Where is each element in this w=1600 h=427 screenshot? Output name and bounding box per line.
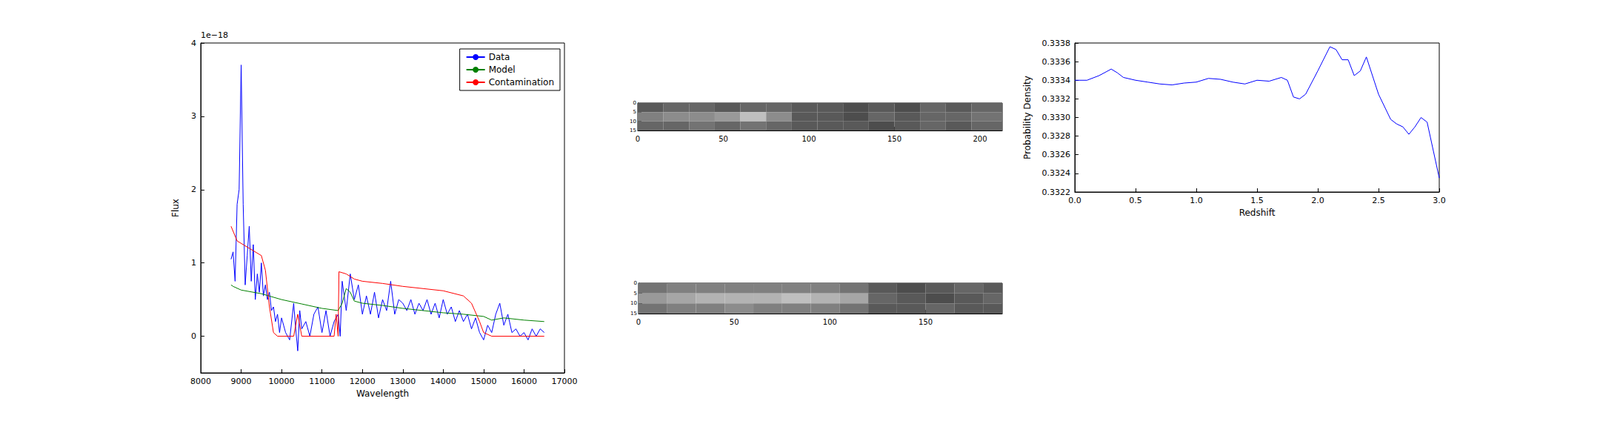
svg-text:2.5: 2.5	[1371, 195, 1386, 206]
svg-text:15: 15	[630, 310, 638, 317]
svg-text:0: 0	[634, 280, 638, 286]
svg-text:0.3330: 0.3330	[1042, 112, 1072, 123]
svg-text:2.0: 2.0	[1311, 195, 1325, 206]
svg-text:10000: 10000	[268, 376, 295, 386]
svg-text:0: 0	[636, 317, 641, 326]
svg-text:Contamination: Contamination	[488, 77, 555, 88]
svg-text:Probability Density: Probability Density	[1022, 75, 1033, 160]
svg-text:0.3336: 0.3336	[1042, 57, 1072, 67]
svg-text:0.3332: 0.3332	[1042, 94, 1072, 104]
svg-text:10: 10	[629, 118, 637, 125]
svg-text:1e−18: 1e−18	[200, 30, 229, 40]
svg-text:13000: 13000	[389, 376, 416, 386]
svg-text:Wavelength: Wavelength	[356, 388, 409, 399]
svg-text:2: 2	[191, 184, 197, 195]
svg-text:3.0: 3.0	[1432, 195, 1446, 206]
svg-text:17000: 17000	[551, 376, 578, 386]
svg-text:8000: 8000	[190, 376, 212, 386]
svg-text:4: 4	[191, 38, 197, 49]
svg-text:50: 50	[718, 134, 729, 143]
svg-text:0.3324: 0.3324	[1042, 168, 1072, 178]
svg-text:200: 200	[972, 134, 987, 143]
svg-text:0: 0	[191, 331, 197, 341]
svg-text:Flux: Flux	[170, 198, 181, 218]
svg-text:14000: 14000	[430, 376, 457, 386]
svg-text:9000: 9000	[231, 376, 252, 386]
svg-text:11000: 11000	[308, 376, 335, 386]
svg-text:15: 15	[629, 127, 637, 134]
svg-text:0.5: 0.5	[1128, 195, 1143, 206]
svg-text:Data: Data	[488, 51, 511, 63]
svg-text:15000: 15000	[470, 376, 497, 386]
svg-text:0: 0	[635, 134, 640, 143]
svg-text:100: 100	[822, 317, 838, 326]
svg-text:150: 150	[918, 317, 933, 326]
svg-text:Redshift: Redshift	[1239, 207, 1276, 218]
svg-text:150: 150	[887, 134, 902, 143]
svg-text:12000: 12000	[349, 376, 376, 386]
svg-text:0: 0	[633, 100, 637, 106]
svg-text:10: 10	[630, 300, 638, 306]
svg-text:1: 1	[191, 257, 197, 268]
svg-text:5: 5	[634, 290, 638, 297]
svg-text:5: 5	[633, 108, 637, 115]
svg-text:0.3334: 0.3334	[1042, 75, 1072, 86]
svg-text:0.3328: 0.3328	[1042, 131, 1072, 141]
svg-text:1.0: 1.0	[1189, 195, 1203, 206]
svg-text:0.3326: 0.3326	[1042, 149, 1072, 160]
svg-text:100: 100	[801, 134, 816, 143]
svg-text:0.3322: 0.3322	[1042, 187, 1072, 198]
svg-text:3: 3	[191, 111, 197, 121]
svg-text:16000: 16000	[511, 376, 538, 386]
svg-text:0.0: 0.0	[1068, 195, 1082, 206]
svg-text:Model: Model	[488, 64, 516, 75]
svg-text:50: 50	[729, 317, 740, 326]
svg-text:0.3338: 0.3338	[1042, 38, 1072, 49]
svg-text:1.5: 1.5	[1250, 195, 1264, 206]
